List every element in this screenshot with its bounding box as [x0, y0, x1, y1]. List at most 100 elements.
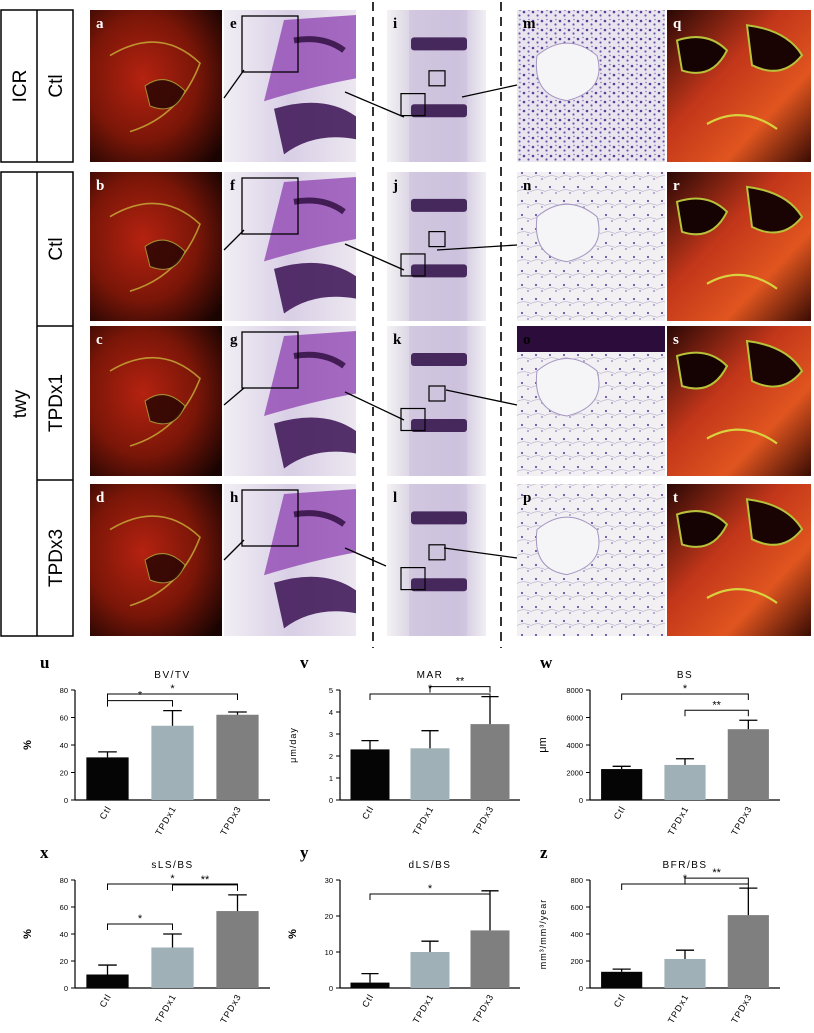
x-tick-label: TPDx1 [666, 992, 691, 1025]
chart-title: dLS/BS [409, 860, 452, 871]
panel-letter: i [393, 16, 397, 32]
micrograph-t: t [667, 484, 811, 636]
x-tick-label: Ctl [612, 992, 628, 1009]
row-label-tpdx1: TPDx1 [46, 374, 67, 432]
x-tick-label: Ctl [360, 804, 376, 821]
significance-label: * [170, 683, 175, 695]
y-tick-label: 2000 [566, 769, 583, 778]
dashed-separators [372, 2, 502, 648]
panel-letter: c [96, 332, 103, 348]
bar-tpdx1 [664, 764, 706, 800]
chart-title: MAR [417, 670, 444, 681]
micrograph-l: l [387, 484, 486, 636]
panel-letter: q [673, 16, 682, 32]
y-axis-label: μm [537, 737, 549, 753]
panel-letter: a [96, 16, 104, 32]
significance-label: * [138, 690, 143, 702]
x-tick-label: Ctl [98, 992, 114, 1009]
y-tick-label: 0 [64, 796, 68, 805]
bar-ctl [601, 971, 643, 988]
y-tick-label: 800 [570, 876, 583, 885]
bar-ctl [86, 974, 129, 988]
bar-ctl [86, 757, 129, 800]
micrograph-e: e [224, 10, 356, 162]
panel-letter: f [230, 178, 236, 194]
chart-y: y dLS/BS% 0 10 20 30 Ctl TPDx1 TPDx3 * [287, 843, 520, 1025]
significance-label: * [683, 683, 688, 695]
bar-tpdx1 [664, 958, 706, 988]
micrograph-a: a [90, 10, 222, 162]
panel-letter: t [673, 490, 678, 506]
y-tick-label: 60 [60, 714, 68, 723]
x-tick-label: TPDx3 [729, 804, 754, 837]
connector-lines [223, 69, 518, 567]
panel-letter: g [230, 332, 238, 348]
bar-tpdx3 [216, 911, 259, 988]
chart-panel-letter: z [540, 843, 548, 862]
chart-panel-letter: u [40, 653, 49, 672]
chart-panel-letter: x [40, 843, 49, 862]
significance-bracket: * [107, 913, 173, 930]
chart-title: BFR/BS [662, 860, 707, 871]
panel-letter: p [523, 490, 531, 506]
y-tick-label: 40 [60, 930, 68, 939]
x-tick-label: TPDx1 [666, 804, 691, 837]
chart-panel-letter: v [300, 653, 309, 672]
y-tick-label: 20 [325, 912, 333, 921]
chart-u: u BV/TV% 0 20 40 60 80 Ctl TPDx1 TPDx3 * * [22, 653, 270, 837]
panel-letter: m [523, 16, 536, 32]
micrograph-d: d [90, 484, 222, 636]
micrograph-p: p [517, 484, 665, 636]
micrograph-k: k [387, 326, 486, 476]
panel-letter: o [523, 332, 531, 348]
chart-title: BV/TV [154, 670, 190, 681]
chart-panel-letter: y [300, 843, 309, 862]
significance-bracket: ** [684, 699, 749, 717]
significance-bracket: ** [684, 867, 749, 885]
chart-panel-letter: w [540, 653, 553, 672]
y-tick-label: 80 [60, 876, 68, 885]
micrograph-s: s [667, 326, 811, 476]
y-axis-label: mm³/mm³/year [538, 899, 548, 970]
y-axis-label: % [22, 929, 34, 939]
bar-tpdx1 [151, 947, 194, 988]
bar-tpdx1 [151, 725, 194, 800]
bar-ctl [350, 982, 390, 988]
significance-bracket: * [107, 683, 238, 700]
panel-letter: k [393, 332, 402, 348]
x-tick-label: TPDx3 [218, 804, 243, 837]
significance-bracket: * [369, 883, 491, 900]
row-label-tpdx3: TPDx3 [46, 529, 67, 587]
panel-letter: e [230, 16, 237, 32]
label-grid [0, 9, 74, 637]
bar-tpdx3 [727, 915, 769, 988]
significance-label: ** [712, 699, 721, 711]
x-tick-label: Ctl [612, 804, 628, 821]
y-tick-label: 400 [570, 930, 583, 939]
significance-label: * [138, 913, 143, 925]
bar-tpdx3 [727, 729, 769, 800]
bar-tpdx3 [470, 930, 510, 988]
panel-letter: h [230, 490, 239, 506]
micrograph-b: b [90, 172, 222, 321]
micrograph-i: i [387, 10, 486, 162]
y-tick-label: 40 [60, 741, 68, 750]
y-axis-label: % [287, 929, 299, 939]
group-label-twy: twy [10, 389, 31, 418]
y-tick-label: 4000 [566, 741, 583, 750]
panel-letter: d [96, 490, 105, 506]
significance-bracket: * [107, 690, 173, 707]
bar-tpdx1 [410, 748, 450, 800]
y-tick-label: 80 [60, 686, 68, 695]
chart-title: sLS/BS [151, 860, 193, 871]
y-tick-label: 0 [64, 984, 68, 993]
x-tick-label: TPDx1 [411, 804, 436, 837]
bar-tpdx3 [216, 714, 259, 800]
significance-bracket: ** [429, 676, 491, 693]
x-tick-label: TPDx3 [471, 992, 496, 1025]
y-tick-label: 8000 [566, 686, 583, 695]
y-tick-label: 6000 [566, 714, 583, 723]
